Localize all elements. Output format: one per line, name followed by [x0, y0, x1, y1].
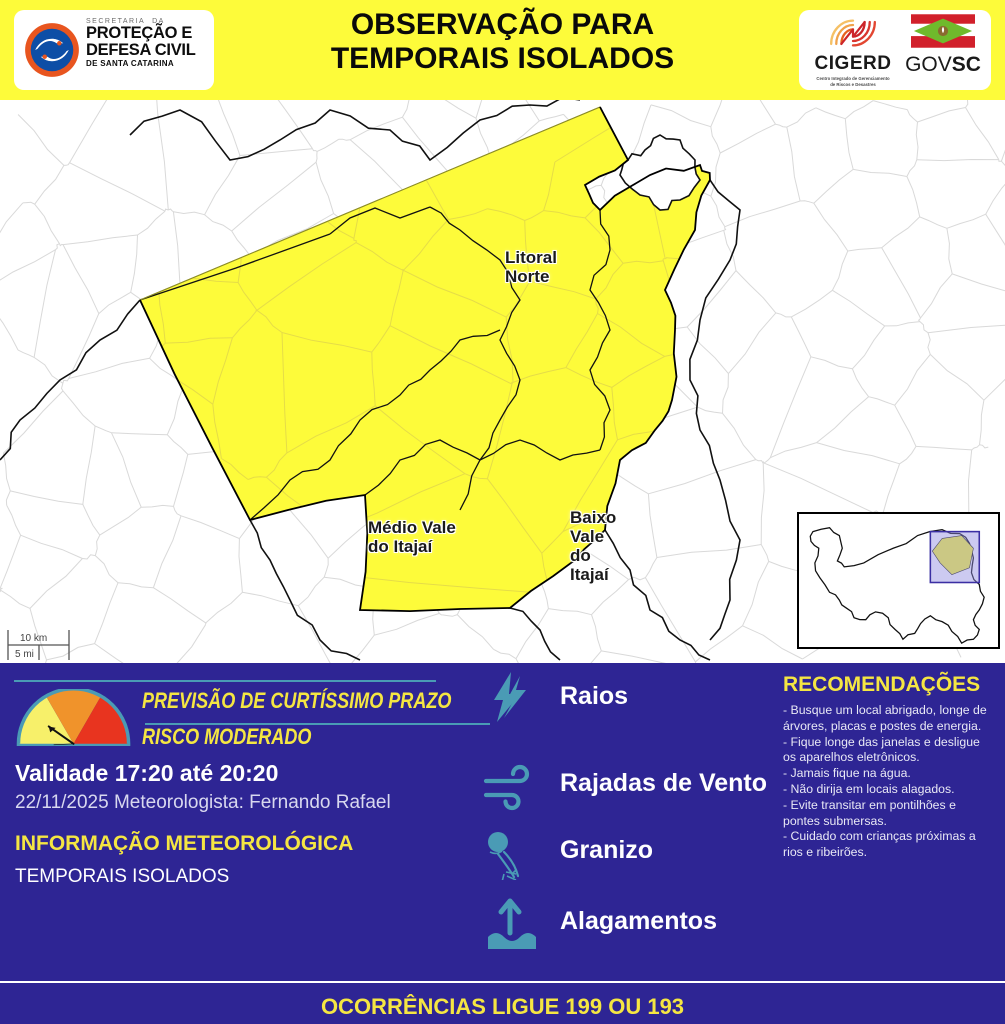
- svg-text:10 km: 10 km: [20, 633, 47, 644]
- svg-text:5 mi: 5 mi: [15, 649, 34, 660]
